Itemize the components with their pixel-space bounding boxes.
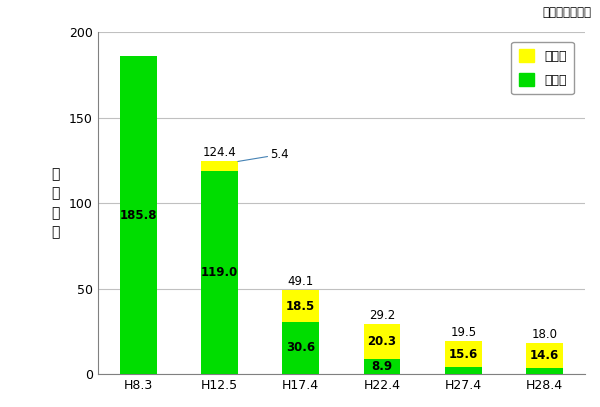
Text: 15.6: 15.6: [449, 348, 478, 361]
Bar: [526, 368, 563, 374]
Bar: [445, 341, 482, 368]
Text: 18.0: 18.0: [532, 328, 557, 341]
Text: 124.4: 124.4: [203, 147, 236, 160]
Bar: [201, 162, 238, 171]
Text: 30.6: 30.6: [286, 341, 316, 354]
Legend: 改良型, 従来型: 改良型, 従来型: [511, 42, 574, 94]
Bar: [364, 359, 400, 374]
Text: 49.1: 49.1: [287, 275, 314, 288]
Text: 19.5: 19.5: [450, 326, 476, 339]
Text: 5.4: 5.4: [238, 148, 289, 162]
Bar: [364, 324, 400, 359]
Text: 119.0: 119.0: [201, 266, 238, 279]
Text: 14.6: 14.6: [530, 349, 559, 362]
Text: （単位：千台）: （単位：千台）: [542, 6, 591, 19]
Bar: [201, 171, 238, 374]
Y-axis label: 設
置
台
数: 設 置 台 数: [51, 167, 59, 239]
Text: 185.8: 185.8: [119, 209, 157, 222]
Bar: [445, 368, 482, 374]
Text: 18.5: 18.5: [286, 300, 316, 313]
Text: 8.9: 8.9: [371, 360, 392, 373]
Bar: [283, 290, 319, 322]
Bar: [526, 344, 563, 368]
Text: 20.3: 20.3: [368, 335, 397, 348]
Text: 29.2: 29.2: [369, 309, 395, 322]
Bar: [120, 57, 157, 374]
Bar: [283, 322, 319, 374]
